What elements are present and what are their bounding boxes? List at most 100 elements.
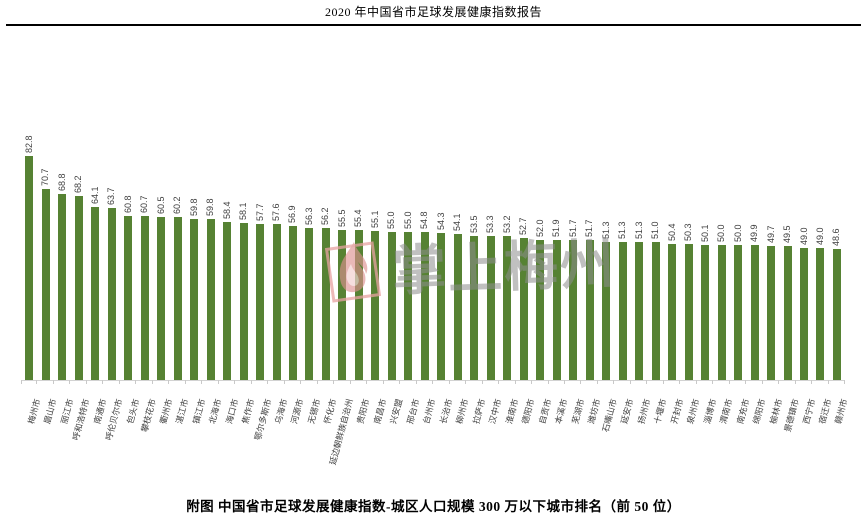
x-axis-label: 泉州市 [685,397,702,425]
bar-slot: 51.0 十堰市 [647,130,668,425]
bar-value-label: 54.8 [419,211,430,230]
bar-value-label: 51.9 [551,219,562,237]
bar-value-label: 50.4 [666,223,677,241]
bar [635,241,644,380]
bar [25,156,34,380]
bar-slot: 55.0 兴安盟 [384,130,404,425]
x-axis-label: 兴安盟 [388,397,405,425]
bar-slot: 58.4 海口市 [219,130,240,425]
bar-slot: 55.4 贵阳市 [351,130,371,425]
bar [816,247,825,380]
bar [272,224,281,380]
x-axis-label: 西宁市 [800,397,817,425]
bar-slot: 50.3 泉州市 [680,130,701,425]
x-axis-label: 南通市 [91,397,108,425]
bar-slot: 48.6 赣州市 [829,130,849,424]
bar [717,245,726,380]
x-axis-label: 北海市 [207,397,224,425]
x-axis-label: 海口市 [223,397,240,425]
bar-value-label: 58.4 [221,201,232,220]
x-axis-label: 汉中市 [487,397,504,425]
bar-value-label: 51.7 [584,219,595,238]
x-axis-label: 德阳市 [520,397,537,425]
bar-slot: 50.1 淄博市 [697,130,718,424]
figure-caption: 附图 中国省市足球发展健康指数-城区人口规模 300 万以下城市排名（前 50 … [0,495,867,515]
x-axis-label: 淄博市 [701,397,718,425]
bar-value-label: 55.0 [402,210,413,229]
bar [91,206,100,380]
bar-value-label: 51.7 [567,219,578,238]
bar-slot: 51.9 本溪市 [549,130,569,424]
bar-slot: 49.0 宿迁市 [812,130,833,424]
bar [618,241,627,380]
bar-slot: 56.2 怀化市 [318,130,338,425]
bar-value-label: 59.8 [205,198,216,216]
bar-value-label: 60.5 [155,196,166,214]
x-axis-label: 延安市 [619,397,636,425]
bar-value-label: 49.0 [814,227,825,245]
bar-slot: 50.4 开封市 [664,130,685,424]
bar-slot: 60.5 衢州市 [153,130,174,424]
bar-slot: 54.8 台州市 [417,130,437,425]
x-axis-label: 邢台市 [404,397,422,425]
bar-slot: 68.8 丽江市 [54,130,75,425]
bar [223,222,232,380]
bar-slot: 49.5 景德镇市 [779,130,800,433]
bar-value-label: 49.5 [782,225,793,244]
x-axis-label: 呼伦贝尔市 [103,397,125,441]
bar [420,232,429,380]
bar [239,223,248,380]
bar-value-label: 57.7 [254,203,265,222]
x-axis-label: 眉山市 [42,397,59,425]
bar [832,248,841,380]
x-axis-label: 怀化市 [322,397,339,425]
x-axis-label: 本溪市 [553,397,570,425]
x-axis-label: 十堰市 [652,397,669,425]
bar-value-label: 50.1 [699,224,710,242]
bar [668,243,677,380]
bar-value-label: 50.0 [716,224,727,242]
x-axis-label: 赣州市 [833,397,850,425]
bar [321,228,330,380]
bar-slot: 51.3 石嘴山市 [598,130,618,433]
x-axis-label: 长治市 [437,397,455,425]
bar-slot: 51.3 延安市 [614,130,635,425]
bar-slot: 56.3 无锡市 [301,130,322,424]
x-axis-label: 南充市 [734,397,751,425]
bar [602,241,611,380]
bar-value-label: 57.6 [271,203,281,222]
figure-caption-text: 附图 中国省市足球发展健康指数-城区人口规模 300 万以下城市排名（前 50 … [186,499,681,514]
bar-slot: 52.7 德阳市 [516,130,536,424]
bar [305,228,314,380]
bar-value-label: 58.1 [238,202,249,221]
bar-slot: 49.9 绵阳市 [746,130,767,425]
bar-slot: 49.7 榆林市 [763,130,784,424]
bar-value-label: 68.8 [56,173,67,192]
bar [74,195,83,380]
x-axis-label: 鄂尔多斯市 [252,397,273,441]
bar-value-label: 54.1 [452,213,463,231]
bar-slot: 68.2 呼和浩特市 [70,130,92,441]
x-axis-label: 石嘴山市 [600,397,619,433]
bar-value-label: 60.8 [122,195,133,213]
bar [486,236,495,380]
bar-value-label: 51.3 [617,220,628,239]
bar [552,239,561,380]
x-axis-label: 丽江市 [58,397,75,425]
bar [371,231,380,380]
x-axis-label: 自贡市 [536,397,553,425]
x-axis-label: 河源市 [289,397,306,425]
bar-chart: 82.8 梅州市 70.7 眉山市 68.8 丽江市 68.2 呼和浩特市 64.1 南通市 63.… [21,130,850,466]
bar [157,216,166,380]
bar-value-label: 55.5 [336,209,347,228]
bar-value-label: 51.0 [650,221,661,240]
bar-value-label: 55.1 [369,210,380,229]
bar-slot: 51.7 芜湖市 [565,130,586,425]
bar [404,231,413,380]
bar-slot: 60.2 湛江市 [169,130,190,425]
x-axis-label: 贵阳市 [355,397,372,425]
bar-value-label: 53.3 [485,215,496,234]
x-axis-label: 无锡市 [305,397,323,425]
bar [750,245,759,380]
x-axis-label: 渭南市 [718,397,735,425]
